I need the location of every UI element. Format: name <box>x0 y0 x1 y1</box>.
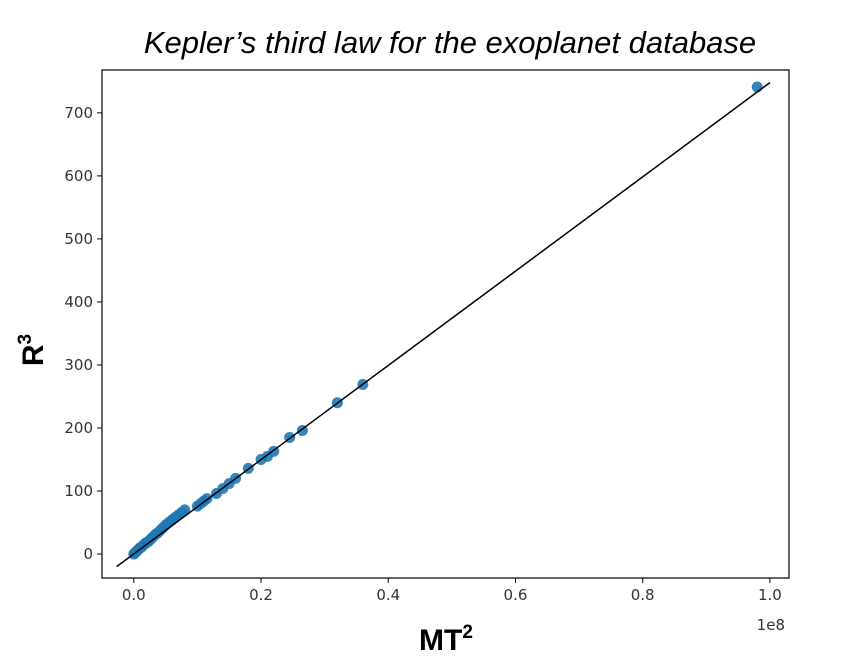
plot-area <box>101 69 790 579</box>
x-axis-offset-label: 1e8 <box>757 616 785 634</box>
x-axis-label-base: MT <box>419 624 462 657</box>
x-axis-label-sup: 2 <box>462 622 473 643</box>
fit-line-layer <box>116 82 771 568</box>
fit-line <box>116 82 771 568</box>
data-point <box>179 504 191 516</box>
x-tick-label: 0.2 <box>249 586 273 604</box>
y-tick-label: 300 <box>64 356 93 374</box>
y-tick-label: 700 <box>64 104 93 122</box>
data-point <box>751 81 763 93</box>
chart-title: Kepler’s third law for the exoplanet dat… <box>144 25 756 60</box>
x-axis-label: MT2 <box>419 622 473 657</box>
x-tick-label: 0.4 <box>376 586 400 604</box>
x-tick-label: 0.0 <box>122 586 146 604</box>
y-tick-label: 200 <box>64 419 93 437</box>
x-tick-label: 0.6 <box>504 586 528 604</box>
y-axis-label-sup: 3 <box>15 334 36 345</box>
y-tick-label: 400 <box>64 293 93 311</box>
y-tick-label: 0 <box>83 545 93 563</box>
x-axis-ticks: 0.0 0.2 0.4 0.6 0.8 1.0 <box>122 578 782 604</box>
y-tick-label: 100 <box>64 482 93 500</box>
x-tick-label: 1.0 <box>758 586 782 604</box>
y-axis-ticks: 0 100 200 300 400 500 600 700 <box>64 104 102 563</box>
y-tick-label: 600 <box>64 167 93 185</box>
y-axis-label: R3 <box>15 334 50 366</box>
y-tick-label: 500 <box>64 230 93 248</box>
x-tick-label: 0.8 <box>631 586 655 604</box>
y-axis-label-base: R <box>17 344 50 366</box>
